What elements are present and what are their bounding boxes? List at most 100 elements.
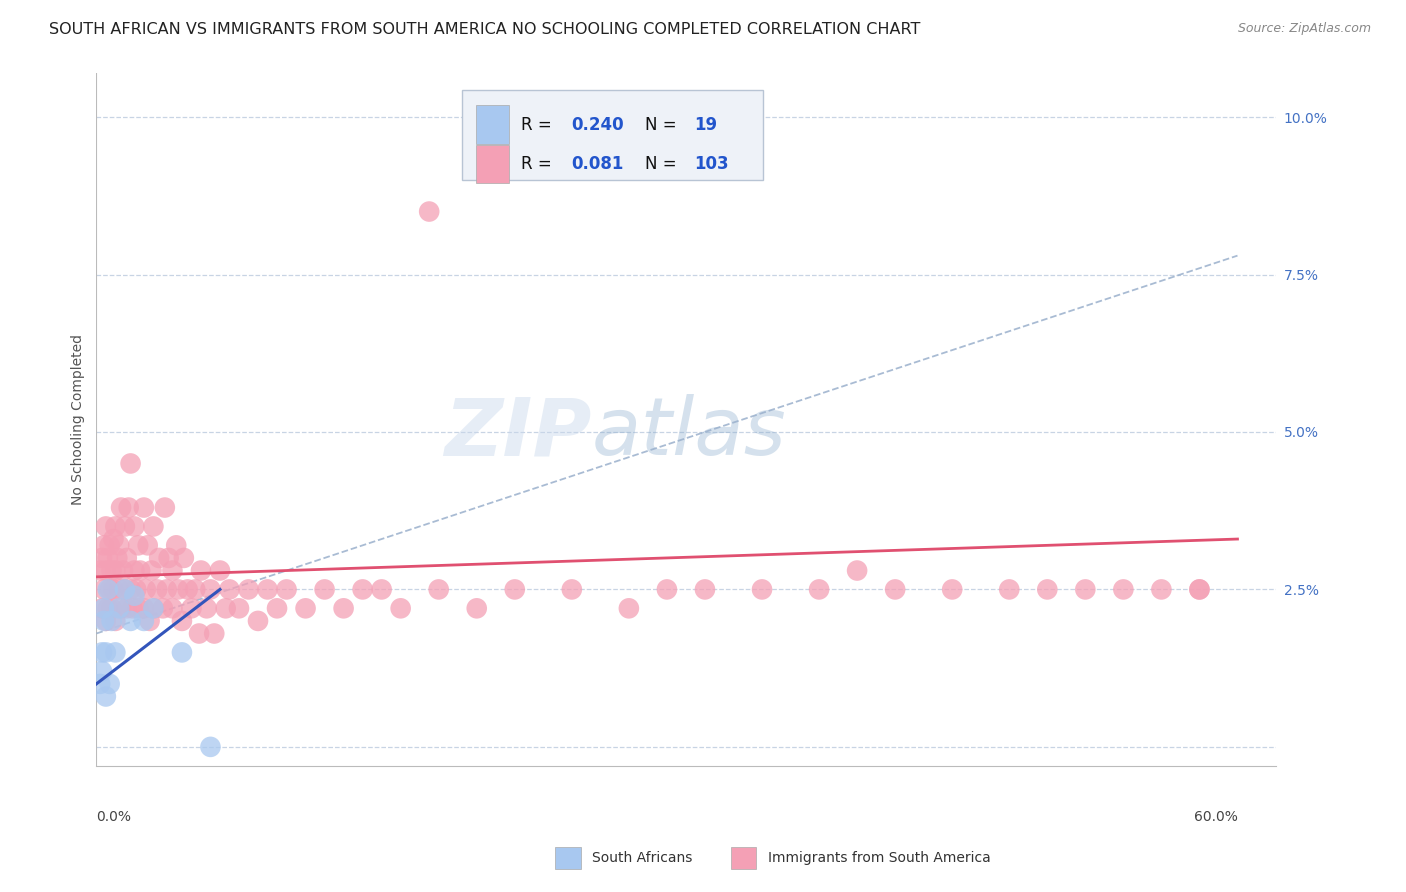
Point (120, 457, 142, 471)
Point (247, 614, 270, 628)
Point (162, 601, 184, 615)
Point (93, 614, 115, 628)
Point (97, 582, 120, 597)
Point (751, 582, 773, 597)
Point (884, 582, 907, 597)
Point (846, 564, 869, 578)
Point (114, 582, 136, 597)
Point (165, 538, 187, 552)
Point (91, 601, 114, 615)
Point (114, 582, 136, 597)
Point (276, 582, 298, 597)
Text: 60.0%: 60.0% (1194, 810, 1237, 824)
Point (94, 614, 117, 628)
FancyBboxPatch shape (463, 90, 762, 180)
Point (124, 519, 146, 533)
Point (104, 614, 127, 628)
Point (176, 582, 198, 597)
Point (156, 582, 179, 597)
Point (89, 564, 111, 578)
Point (103, 582, 125, 597)
Point (115, 601, 138, 615)
Point (228, 601, 250, 615)
Point (100, 564, 122, 578)
Point (148, 550, 170, 565)
Point (200, 582, 222, 597)
Point (104, 519, 127, 533)
Point (465, 601, 488, 615)
Point (180, 601, 202, 615)
Point (153, 500, 176, 515)
Point (132, 614, 155, 628)
Point (808, 582, 831, 597)
Point (132, 601, 155, 615)
Point (125, 582, 148, 597)
Point (152, 601, 174, 615)
Point (97, 601, 120, 615)
Point (184, 582, 207, 597)
Point (503, 582, 526, 597)
Point (1112, 582, 1135, 597)
Point (108, 601, 131, 615)
Point (124, 589, 146, 603)
Point (120, 614, 142, 628)
Text: 19: 19 (695, 116, 717, 134)
Text: R =: R = (520, 155, 557, 173)
Point (188, 626, 211, 640)
Point (97, 550, 120, 565)
Point (104, 645, 127, 659)
Point (89, 677, 111, 691)
Point (120, 582, 142, 597)
Point (218, 582, 240, 597)
Point (142, 519, 165, 533)
Point (94, 645, 117, 659)
Point (100, 601, 122, 615)
Text: SOUTH AFRICAN VS IMMIGRANTS FROM SOUTH AMERICA NO SCHOOLING COMPLETED CORRELATIO: SOUTH AFRICAN VS IMMIGRANTS FROM SOUTH A… (49, 22, 921, 37)
Point (238, 582, 260, 597)
Point (485, 142, 508, 156)
Text: R =: R = (520, 116, 557, 134)
Text: 0.240: 0.240 (572, 116, 624, 134)
Point (142, 601, 165, 615)
Point (98, 582, 121, 597)
Point (215, 601, 238, 615)
Point (93, 582, 115, 597)
FancyBboxPatch shape (477, 105, 509, 144)
Point (294, 601, 316, 615)
Point (129, 564, 152, 578)
Point (173, 550, 195, 565)
Point (141, 564, 163, 578)
Point (121, 601, 143, 615)
Point (314, 582, 336, 597)
Point (98, 677, 121, 691)
Point (195, 601, 218, 615)
Point (91, 550, 114, 565)
Point (114, 519, 136, 533)
Point (208, 564, 231, 578)
Y-axis label: No Schooling Completed: No Schooling Completed (72, 334, 86, 505)
Text: 0.081: 0.081 (572, 155, 624, 173)
Point (200, 739, 222, 754)
Point (100, 614, 122, 628)
Point (146, 582, 169, 597)
Point (127, 601, 149, 615)
Point (93, 538, 115, 552)
Point (127, 538, 149, 552)
Point (142, 601, 165, 615)
Text: Immigrants from South America: Immigrants from South America (768, 851, 990, 865)
FancyBboxPatch shape (477, 145, 509, 183)
Point (110, 500, 132, 515)
Point (332, 601, 354, 615)
Point (94, 564, 117, 578)
Point (167, 582, 190, 597)
Point (170, 614, 193, 628)
Point (110, 601, 132, 615)
Point (98, 538, 121, 552)
Point (91, 645, 114, 659)
Point (617, 601, 640, 615)
Point (132, 500, 155, 515)
Point (1150, 582, 1173, 597)
Point (124, 564, 146, 578)
Point (1188, 582, 1211, 597)
Point (162, 564, 184, 578)
